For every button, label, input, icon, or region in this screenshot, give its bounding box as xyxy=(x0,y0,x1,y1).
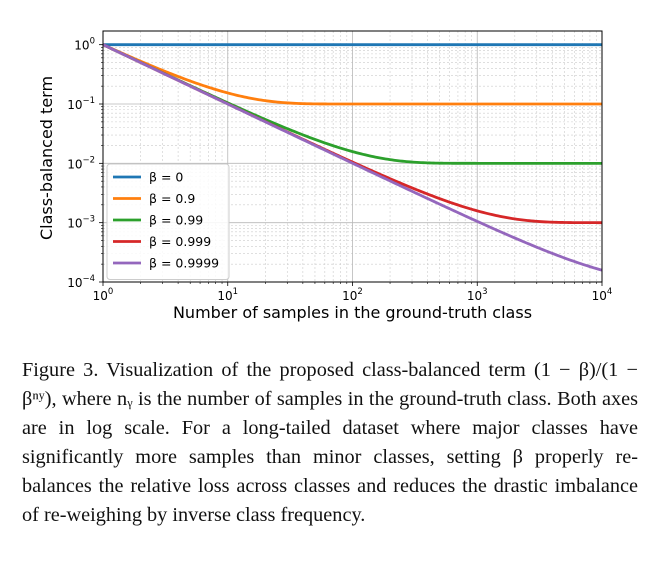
series-lines xyxy=(102,43,603,272)
axis-ticks: 100 101 102 103 104 100 10−1 10−2 10−3 10−4 xyxy=(67,37,612,303)
legend-label: β = 0.9 xyxy=(149,191,195,206)
y-tick-label: 10−3 xyxy=(67,215,95,231)
caption-label: Figure 3. xyxy=(22,359,99,381)
y-axis-label: Class-balanced term xyxy=(37,76,56,240)
x-tick-label: 103 xyxy=(467,287,488,303)
figure-caption: Figure 3. Visualization of the proposed … xyxy=(22,356,638,530)
legend-label: β = 0.999 xyxy=(149,234,211,249)
x-tick-label: 102 xyxy=(342,287,363,303)
legend-box xyxy=(106,163,230,280)
legend-label: β = 0.99 xyxy=(149,213,203,228)
y-tick-label: 100 xyxy=(74,37,95,53)
legend-label: β = 0 xyxy=(149,170,183,185)
legend: β = 0 β = 0.9 β = 0.99 β = 0.999 β = 0.9999 xyxy=(106,163,230,280)
series-line xyxy=(102,43,602,106)
x-axis-label: Number of samples in the ground-truth cl… xyxy=(173,303,532,322)
y-tick-label: 10−2 xyxy=(67,155,95,171)
series-line xyxy=(102,43,603,272)
x-tick-label: 104 xyxy=(592,287,613,303)
y-tick-label: 10−1 xyxy=(67,96,95,112)
chart: 100 101 102 103 104 100 10−1 10−2 10−3 10−4 β = 0… xyxy=(37,30,612,322)
y-tick-label: 10−4 xyxy=(67,274,95,290)
x-tick-label: 100 xyxy=(93,287,114,303)
caption-text: Visualization of the proposed class-bala… xyxy=(22,359,638,526)
legend-label: β = 0.9999 xyxy=(149,256,219,271)
x-tick-label: 101 xyxy=(217,287,238,303)
